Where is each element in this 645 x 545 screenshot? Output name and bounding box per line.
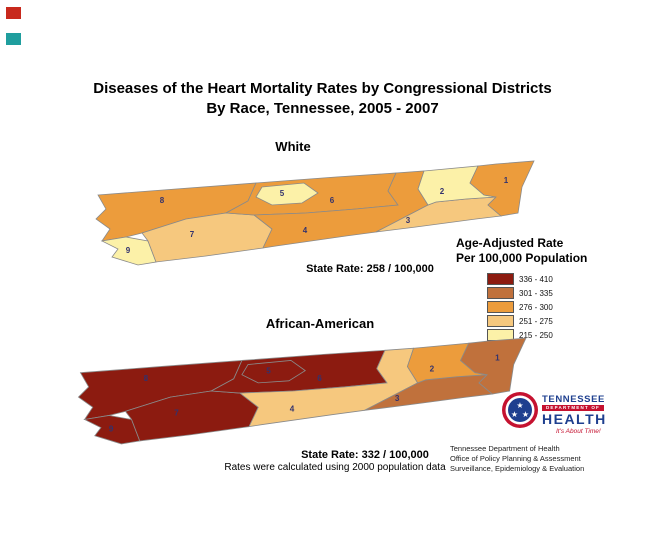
corner-mark-teal — [6, 33, 21, 45]
svg-text:★: ★ — [516, 401, 523, 410]
legend-label: 336 - 410 — [519, 274, 553, 284]
title-line-2: By Race, Tennessee, 2005 - 2007 — [206, 100, 439, 118]
legend-row-4: 215 - 250 — [487, 329, 553, 341]
district-9-label: 9 — [126, 246, 131, 255]
district-9-region — [100, 236, 157, 266]
footnote: Rates were calculated using 2000 populat… — [224, 462, 446, 473]
legend-title-line-2: Per 100,000 Population — [456, 251, 588, 265]
legend-title: Age-Adjusted Rate Per 100,000 Population — [456, 236, 587, 266]
district-9-region — [83, 415, 141, 445]
legend-label: 301 - 335 — [519, 288, 553, 298]
legend: 336 - 410 301 - 335 276 - 300 251 - 275 215 … — [487, 273, 553, 343]
page-title: Diseases of the Heart Mortality Rates by… — [0, 79, 645, 120]
district-8-label: 8 — [160, 196, 165, 205]
choropleth-map-white: 8 9 7 6 4 3 2 1 5 — [95, 160, 535, 266]
legend-label: 251 - 275 — [519, 316, 553, 326]
title-line-1: Diseases of the Heart Mortality Rates by… — [93, 80, 552, 97]
state-rate-african-american: State Rate: 332 / 100,000 — [301, 449, 429, 461]
district-3-label: 3 — [406, 216, 411, 225]
district-3-label: 3 — [395, 394, 400, 403]
map-african-american-title: African-American — [265, 316, 375, 331]
district-5-label: 5 — [280, 189, 285, 198]
legend-row-3: 251 - 275 — [487, 315, 553, 327]
district-1-region — [469, 160, 535, 217]
district-8-label: 8 — [144, 374, 149, 383]
choropleth-map-african-american: 8 9 7 6 4 3 2 1 5 — [77, 337, 527, 445]
district-2-label: 2 — [440, 187, 445, 196]
legend-title-line-1: Age-Adjusted Rate — [456, 236, 564, 250]
district-1-region — [460, 337, 527, 395]
tdh-logo-text: TENNESSEE DEPARTMENT OF HEALTH It's Abou… — [542, 391, 607, 435]
legend-row-2: 276 - 300 — [487, 301, 553, 313]
credits-block: Tennessee Department of Health Office of … — [450, 444, 584, 473]
district-9-label: 9 — [109, 425, 114, 434]
credit-line: Tennessee Department of Health — [450, 444, 560, 453]
district-5-label: 5 — [266, 367, 271, 376]
logo-tagline: It's About Time! — [556, 428, 601, 435]
district-6-label: 6 — [317, 374, 322, 383]
svg-text:★: ★ — [511, 410, 518, 419]
legend-label: 276 - 300 — [519, 302, 553, 312]
corner-mark-red — [6, 7, 21, 19]
state-rate-white: State Rate: 258 / 100,000 — [306, 263, 434, 275]
district-4-label: 4 — [303, 226, 308, 235]
legend-row-0: 336 - 410 — [487, 273, 553, 285]
district-5-region — [255, 182, 319, 206]
district-2-label: 2 — [430, 365, 435, 374]
district-7-label: 7 — [174, 408, 179, 417]
legend-swatch — [487, 315, 514, 327]
logo-tennessee: TENNESSEE — [542, 394, 605, 405]
legend-swatch — [487, 287, 514, 299]
legend-swatch — [487, 273, 514, 285]
legend-row-1: 301 - 335 — [487, 287, 553, 299]
tdh-logo-roundel-icon: ★ ★ ★ — [502, 392, 538, 428]
district-1-label: 1 — [504, 176, 509, 185]
logo-health: HEALTH — [542, 411, 607, 427]
district-1-label: 1 — [495, 353, 500, 362]
district-4-label: 4 — [290, 404, 295, 413]
svg-text:★: ★ — [522, 410, 529, 419]
credit-line: Office of Policy Planning & Assessment — [450, 453, 581, 463]
credit-line: Surveillance, Epidemiology & Evaluation — [450, 463, 585, 473]
legend-label: 215 - 250 — [519, 330, 553, 340]
map-white-title: White — [275, 139, 311, 154]
district-6-label: 6 — [330, 196, 335, 205]
district-5-region — [241, 360, 306, 384]
legend-swatch — [487, 301, 514, 313]
tdh-logo: ★ ★ ★ TENNESSEE DEPARTMENT OF HEALTH It'… — [501, 391, 617, 437]
logo-department-bar: DEPARTMENT OF — [542, 405, 604, 411]
district-7-label: 7 — [190, 230, 195, 239]
